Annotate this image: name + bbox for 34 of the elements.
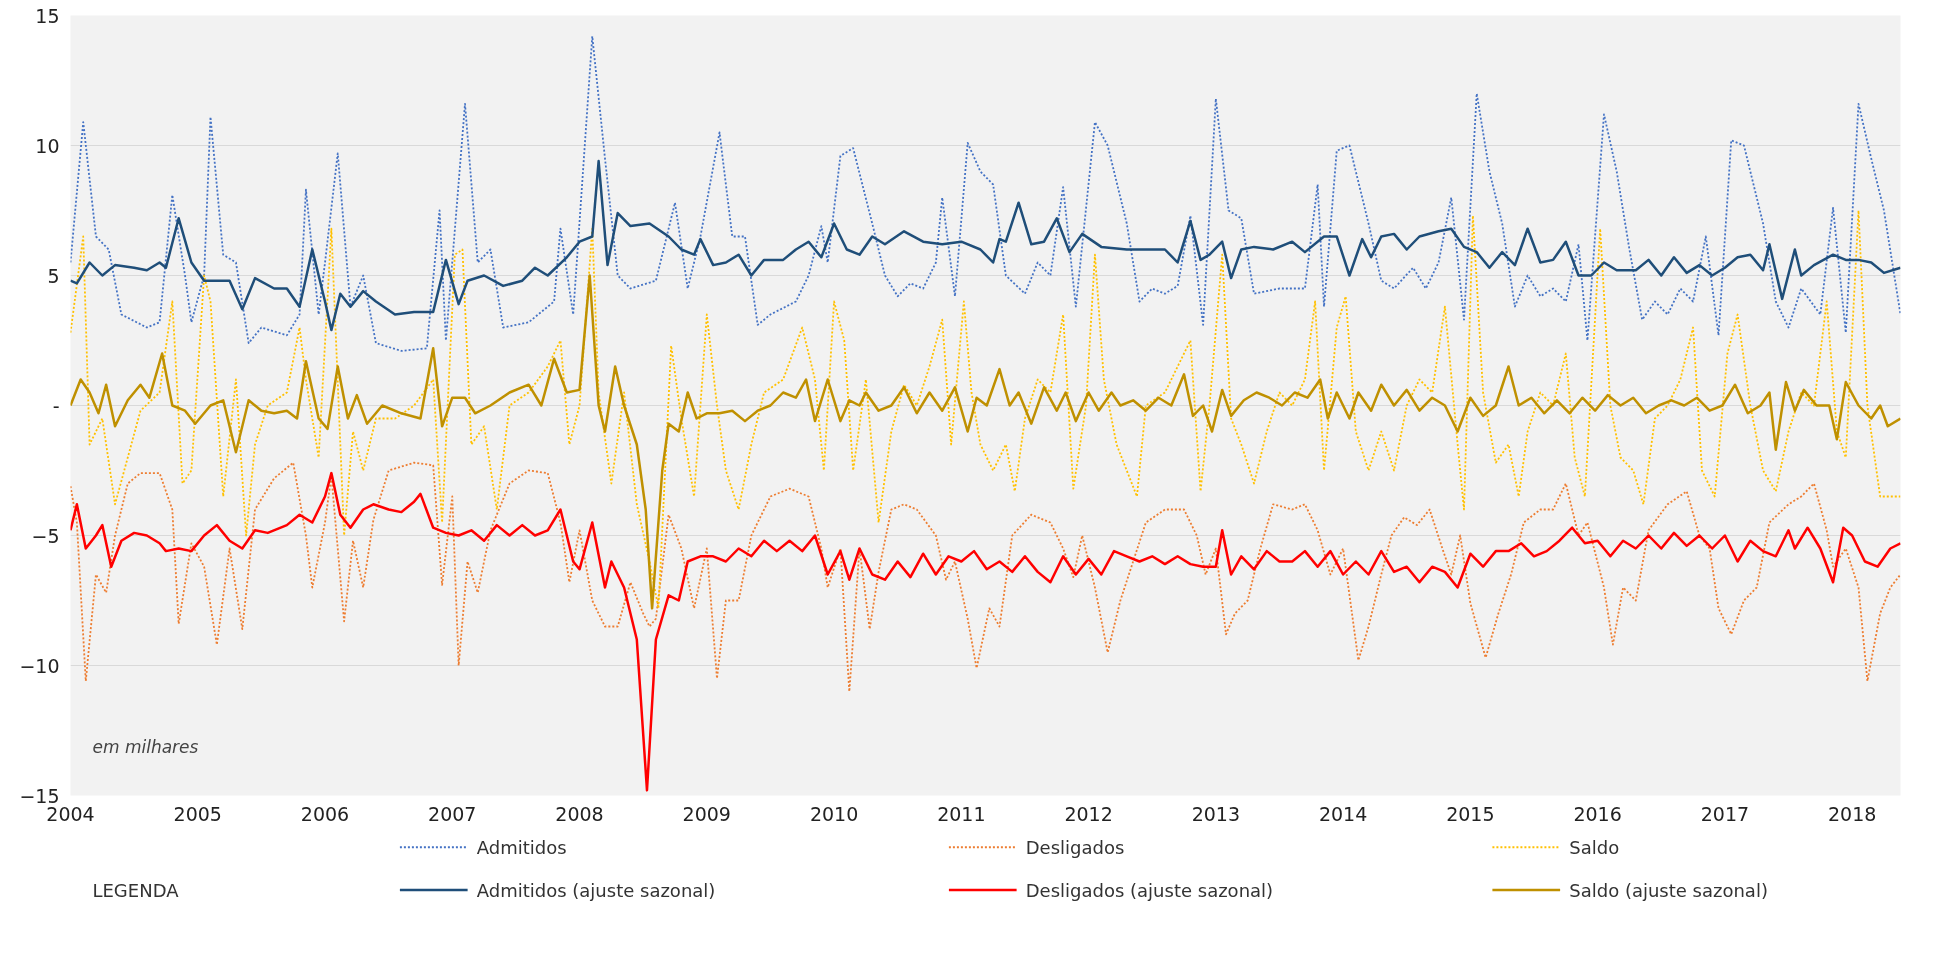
y-tick-label: 15: [35, 4, 60, 27]
y-tick-label: -: [52, 394, 60, 417]
legend-title: LEGENDA: [92, 879, 180, 901]
x-tick-label: 2015: [1446, 802, 1495, 825]
legend-label: Saldo (ajuste sazonal): [1569, 879, 1768, 901]
x-tick-label: 2008: [555, 802, 604, 825]
legend-label: Admitidos (ajuste sazonal): [476, 879, 716, 901]
line-series: [70, 159, 1901, 332]
line-series: [70, 209, 1901, 610]
line-series: [70, 461, 1901, 693]
x-tick-label: 2011: [937, 802, 986, 825]
line-series: [70, 35, 1901, 352]
y-tick-label: 10: [35, 134, 60, 157]
legend-label: Saldo: [1569, 836, 1620, 858]
annotation: em milhares: [92, 736, 199, 757]
line-series: [70, 471, 1901, 792]
y-tick-label: 5: [47, 264, 60, 287]
legend-label: Desligados (ajuste sazonal): [1025, 879, 1274, 901]
x-tick-label: 2007: [428, 802, 477, 825]
x-tick-label: 2013: [1191, 802, 1241, 825]
legend-label: Desligados: [1025, 836, 1125, 858]
legend-label: Admitidos: [476, 836, 567, 858]
y-tick-label: −5: [31, 524, 60, 547]
x-tick-label: 2009: [682, 802, 731, 825]
x-tick-label: 2010: [809, 802, 859, 825]
x-tick-label: 2018: [1827, 802, 1877, 825]
x-tick-label: 2005: [173, 802, 222, 825]
x-tick-label: 2006: [300, 802, 350, 825]
x-tick-label: 2016: [1573, 802, 1622, 825]
y-tick-label: −10: [19, 654, 60, 677]
x-tick-label: 2017: [1700, 802, 1750, 825]
line-series: [70, 274, 1901, 610]
x-tick-label: 2014: [1318, 802, 1368, 825]
x-tick-label: 2012: [1064, 802, 1113, 825]
